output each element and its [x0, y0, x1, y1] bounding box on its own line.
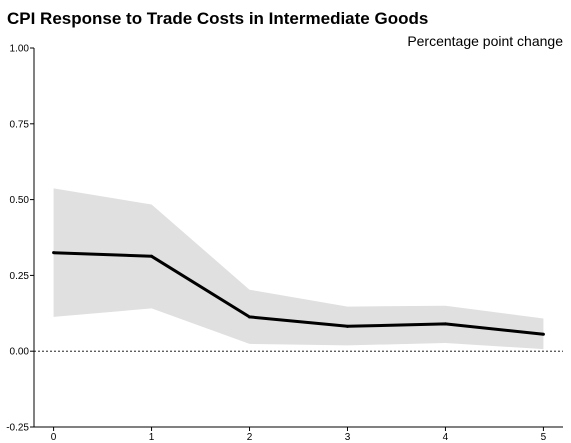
axis-layer: [30, 47, 563, 431]
chart-subtitle: Percentage point change: [407, 33, 563, 49]
series-point: [52, 251, 56, 255]
confidence-band: [53, 188, 544, 350]
series-point: [248, 315, 252, 319]
series-line: [53, 251, 544, 336]
tick-label-layer: -0.25 0.00 0.25 0.50 0.75 1.00 0 1 2 3 4 5: [6, 44, 546, 443]
x-tick-label: 1: [149, 432, 155, 443]
x-tick-label: 2: [247, 432, 253, 443]
y-tick-label: -0.25: [6, 423, 29, 434]
y-tick-label: 0.25: [10, 271, 30, 282]
x-tick-label: 5: [541, 432, 547, 443]
confidence-band-layer: [53, 188, 544, 350]
y-tick-label: 0.00: [10, 347, 30, 358]
series-point: [150, 254, 154, 258]
y-tick-label: 0.50: [10, 195, 30, 206]
y-tick-label: 0.75: [10, 119, 30, 130]
x-tick-label: 4: [443, 432, 449, 443]
series-point: [443, 322, 447, 326]
x-tick-label: 0: [51, 432, 57, 443]
series-point: [541, 332, 545, 336]
series-layer: [52, 251, 545, 336]
y-tick-label: 1.00: [10, 44, 30, 55]
series-point: [345, 324, 349, 328]
x-tick-label: 3: [345, 432, 351, 443]
chart-title: CPI Response to Trade Costs in Intermedi…: [7, 9, 429, 28]
